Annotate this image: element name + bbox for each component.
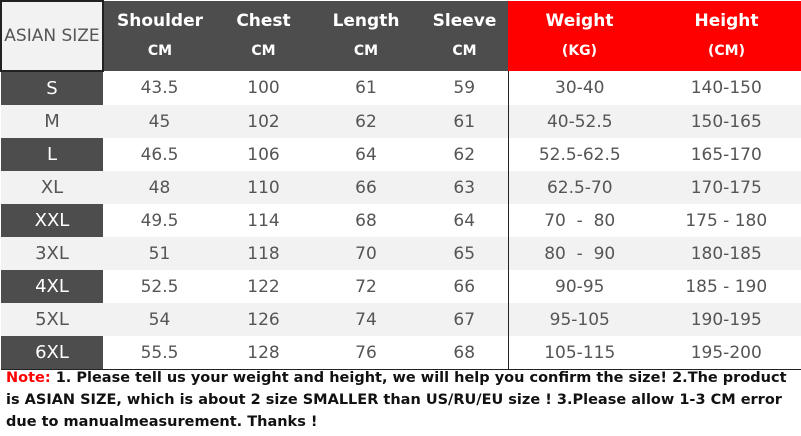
table-row: L 46.5 106 64 62 52.5-62.5 165-170 bbox=[1, 138, 801, 171]
header-label: Chest bbox=[236, 11, 291, 31]
sleeve-cell: 65 bbox=[421, 237, 508, 270]
size-chart-table: ASIAN SIZE Shoulder CM Chest CM Length CM S… bbox=[0, 0, 801, 370]
chest-cell: 106 bbox=[216, 138, 311, 171]
height-cell: 195-200 bbox=[651, 336, 801, 370]
note-text: 1. Please tell us your weight and height… bbox=[6, 370, 787, 430]
shoulder-cell: 48 bbox=[103, 171, 216, 204]
size-cell: XL bbox=[1, 171, 103, 204]
height-cell: 185 - 190 bbox=[651, 270, 801, 303]
header-unit: (CM) bbox=[707, 43, 745, 59]
table-row: 4XL 52.5 122 72 66 90-95 185 - 190 bbox=[1, 270, 801, 303]
length-cell: 61 bbox=[311, 71, 421, 105]
header-label: Length bbox=[332, 11, 400, 31]
weight-header: Weight (KG) bbox=[508, 1, 651, 71]
size-cell: 5XL bbox=[1, 303, 103, 336]
note-label: Note: bbox=[6, 370, 51, 386]
size-cell: 6XL bbox=[1, 336, 103, 370]
sleeve-cell: 64 bbox=[421, 204, 508, 237]
length-cell: 72 bbox=[311, 270, 421, 303]
sleeve-cell: 61 bbox=[421, 105, 508, 138]
height-cell: 180-185 bbox=[651, 237, 801, 270]
size-cell: 3XL bbox=[1, 237, 103, 270]
sleeve-cell: 62 bbox=[421, 138, 508, 171]
weight-cell: 95-105 bbox=[507, 303, 651, 336]
size-note: Note: 1. Please tell us your weight and … bbox=[6, 367, 798, 433]
shoulder-cell: 52.5 bbox=[103, 270, 216, 303]
header-unit: CM bbox=[147, 43, 173, 59]
header-unit: (KG) bbox=[561, 43, 598, 59]
length-cell: 66 bbox=[311, 171, 421, 204]
sleeve-header: Sleeve CM bbox=[421, 1, 508, 71]
shoulder-cell: 55.5 bbox=[103, 336, 216, 370]
chest-cell: 128 bbox=[216, 336, 311, 370]
size-cell: S bbox=[1, 71, 103, 105]
chest-cell: 118 bbox=[216, 237, 311, 270]
asian-size-header: ASIAN SIZE bbox=[0, 0, 104, 72]
shoulder-cell: 46.5 bbox=[103, 138, 216, 171]
chest-cell: 100 bbox=[216, 71, 311, 105]
table-row: XXL 49.5 114 68 64 70 - 80 175 - 180 bbox=[1, 204, 801, 237]
table-row: XL 48 110 66 63 62.5-70 170-175 bbox=[1, 171, 801, 204]
length-cell: 70 bbox=[311, 237, 421, 270]
size-cell: M bbox=[1, 105, 103, 138]
chest-cell: 122 bbox=[216, 270, 311, 303]
size-cell: 4XL bbox=[1, 270, 103, 303]
weight-cell: 52.5-62.5 bbox=[507, 138, 651, 171]
shoulder-cell: 43.5 bbox=[103, 71, 216, 105]
sleeve-cell: 63 bbox=[421, 171, 508, 204]
sleeve-cell: 67 bbox=[421, 303, 508, 336]
height-cell: 175 - 180 bbox=[651, 204, 801, 237]
table-row: 6XL 55.5 128 76 68 105-115 195-200 bbox=[1, 336, 801, 370]
table-row: M 45 102 62 61 40-52.5 150-165 bbox=[1, 105, 801, 138]
height-cell: 150-165 bbox=[651, 105, 801, 138]
size-cell: L bbox=[1, 138, 103, 171]
size-cell: XXL bbox=[1, 204, 103, 237]
chest-cell: 126 bbox=[216, 303, 311, 336]
chest-header: Chest CM bbox=[216, 1, 311, 71]
weight-cell: 105-115 bbox=[507, 336, 651, 370]
weight-cell: 30-40 bbox=[507, 71, 651, 105]
sleeve-cell: 68 bbox=[421, 336, 508, 370]
header-unit: CM bbox=[452, 43, 477, 59]
chest-cell: 102 bbox=[216, 105, 311, 138]
height-cell: 140-150 bbox=[651, 71, 801, 105]
header-row: ASIAN SIZE Shoulder CM Chest CM Length CM S… bbox=[0, 0, 801, 72]
table-row: 3XL 51 118 70 65 80 - 90 180-185 bbox=[1, 237, 801, 270]
length-cell: 76 bbox=[311, 336, 421, 370]
header-unit: CM bbox=[353, 43, 379, 59]
sleeve-cell: 59 bbox=[421, 71, 508, 105]
shoulder-header: Shoulder CM bbox=[103, 1, 216, 71]
table-row: 5XL 54 126 74 67 95-105 190-195 bbox=[1, 303, 801, 336]
chest-cell: 110 bbox=[216, 171, 311, 204]
weight-cell: 70 - 80 bbox=[507, 204, 651, 237]
weight-cell: 40-52.5 bbox=[507, 105, 651, 138]
length-cell: 64 bbox=[311, 138, 421, 171]
shoulder-cell: 49.5 bbox=[103, 204, 216, 237]
shoulder-cell: 45 bbox=[103, 105, 216, 138]
weight-cell: 90-95 bbox=[507, 270, 651, 303]
height-header: Height (CM) bbox=[651, 1, 801, 71]
weight-cell: 80 - 90 bbox=[507, 237, 651, 270]
height-cell: 165-170 bbox=[651, 138, 801, 171]
length-cell: 74 bbox=[311, 303, 421, 336]
header-label: Sleeve bbox=[432, 11, 497, 31]
length-cell: 62 bbox=[311, 105, 421, 138]
weight-cell: 62.5-70 bbox=[507, 171, 651, 204]
length-cell: 68 bbox=[311, 204, 421, 237]
shoulder-cell: 51 bbox=[103, 237, 216, 270]
header-label: Shoulder bbox=[116, 11, 204, 31]
length-header: Length CM bbox=[311, 1, 421, 71]
height-cell: 170-175 bbox=[651, 171, 801, 204]
shoulder-cell: 54 bbox=[103, 303, 216, 336]
header-label: Height bbox=[694, 11, 759, 31]
sleeve-cell: 66 bbox=[421, 270, 508, 303]
chest-cell: 114 bbox=[216, 204, 311, 237]
height-cell: 190-195 bbox=[651, 303, 801, 336]
header-unit: CM bbox=[251, 43, 276, 59]
header-label: Weight bbox=[545, 11, 614, 31]
table-row: S 43.5 100 61 59 30-40 140-150 bbox=[1, 71, 801, 105]
